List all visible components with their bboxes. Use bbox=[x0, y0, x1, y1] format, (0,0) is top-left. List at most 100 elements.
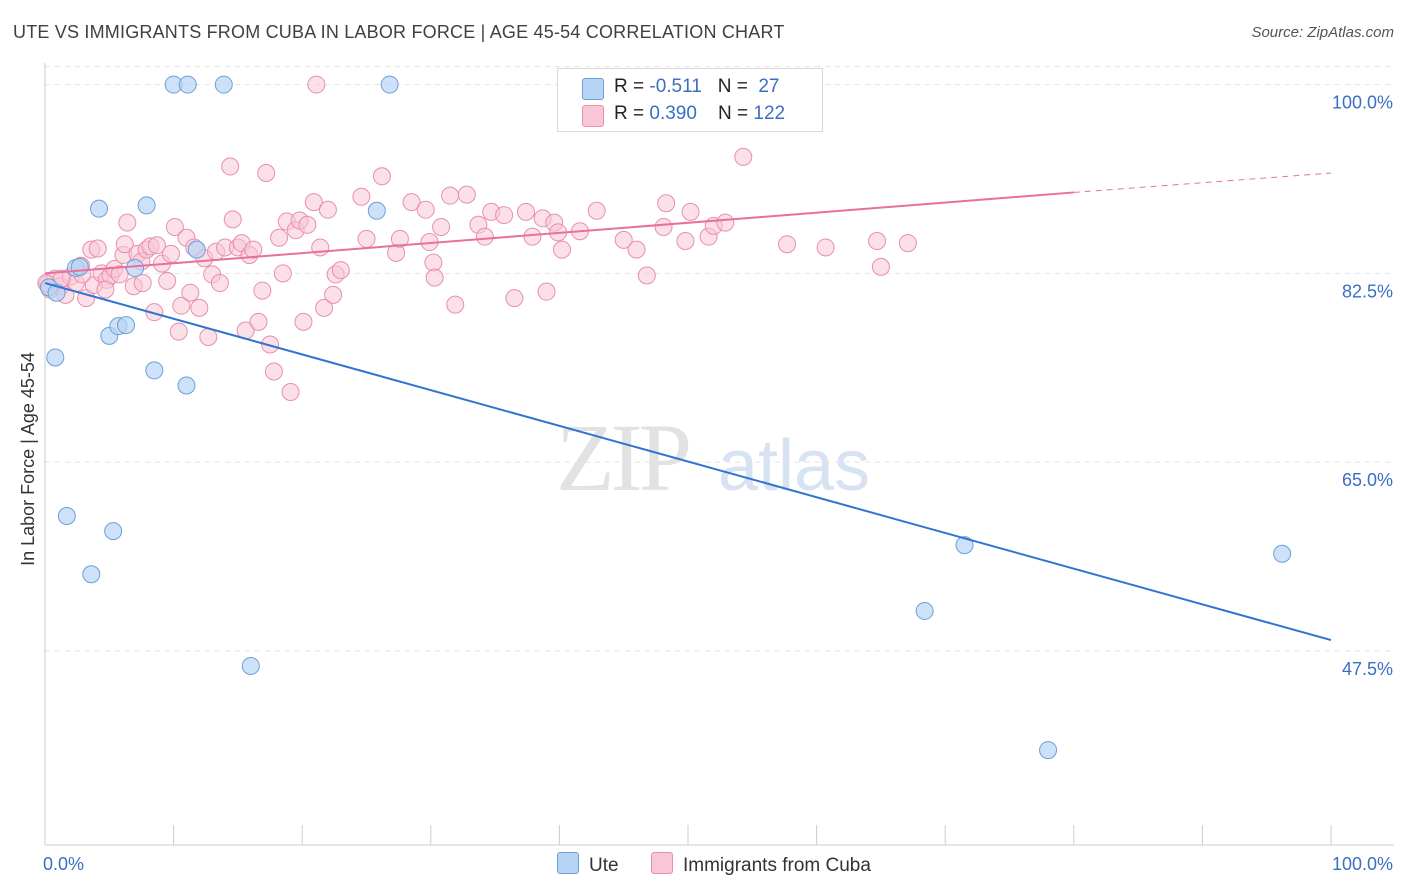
cuba-trend-extension bbox=[1073, 172, 1332, 193]
y-tick-label-3: 100.0% bbox=[1332, 93, 1393, 113]
cuba-point bbox=[716, 213, 735, 232]
watermark-atlas: atlas bbox=[718, 426, 870, 506]
cuba-point bbox=[446, 295, 465, 314]
ute-point bbox=[137, 196, 156, 215]
cuba-point bbox=[281, 382, 300, 401]
cuba-point bbox=[402, 193, 421, 212]
legend-swatch-ute bbox=[582, 78, 604, 100]
y-tick-labels: 47.5% 65.0% 82.5% 100.0% bbox=[1332, 93, 1393, 679]
cuba-point bbox=[110, 265, 129, 284]
cuba-point bbox=[165, 217, 184, 236]
source-note: Source: ZipAtlas.com bbox=[1251, 24, 1394, 41]
series-cuba-points bbox=[37, 75, 917, 401]
cuba-point bbox=[324, 285, 343, 304]
cuba-point bbox=[372, 167, 391, 186]
cuba-point bbox=[432, 217, 451, 236]
cuba-point bbox=[587, 201, 606, 220]
cuba-point bbox=[253, 281, 272, 300]
cuba-point bbox=[676, 231, 695, 250]
ute-trend-line bbox=[44, 282, 1332, 642]
trend-lines bbox=[44, 172, 1332, 642]
cuba-point bbox=[537, 282, 556, 301]
cuba-point bbox=[654, 217, 673, 236]
watermark-zip: ZIP bbox=[556, 404, 689, 511]
cuba-point bbox=[181, 283, 200, 302]
legend-swatch-cuba bbox=[582, 105, 604, 127]
ute-point bbox=[145, 361, 164, 380]
cuba-point bbox=[424, 253, 443, 272]
cuba-point bbox=[298, 215, 317, 234]
cuba-point bbox=[871, 257, 890, 276]
cuba-point bbox=[257, 164, 276, 183]
cuba-point bbox=[868, 231, 887, 250]
cuba-point bbox=[304, 193, 323, 212]
cuba-point bbox=[210, 274, 229, 293]
cuba-point bbox=[315, 298, 334, 317]
y-axis-label: In Labor Force | Age 45-54 bbox=[18, 352, 38, 566]
ute-point bbox=[90, 199, 109, 218]
cuba-point bbox=[637, 266, 656, 285]
cuba-point bbox=[133, 274, 152, 293]
cuba-point bbox=[311, 238, 330, 257]
cuba-point bbox=[352, 187, 371, 206]
ute-point bbox=[178, 75, 197, 94]
correlation-legend: R = -0.511 N = 27 R = 0.390 N = 122 bbox=[557, 68, 823, 132]
watermark: ZIP atlas bbox=[556, 404, 870, 511]
y-tick-label-0: 47.5% bbox=[1342, 659, 1393, 679]
ute-point bbox=[367, 201, 386, 220]
cuba-point bbox=[158, 271, 177, 290]
cuba-point bbox=[457, 185, 476, 204]
ute-point bbox=[1273, 544, 1292, 563]
ute-point bbox=[187, 240, 206, 259]
ute-point bbox=[241, 656, 260, 675]
cuba-point bbox=[172, 296, 191, 315]
cuba-point bbox=[190, 298, 209, 317]
cuba-point bbox=[614, 230, 633, 249]
cuba-point bbox=[425, 268, 444, 287]
cuba-point bbox=[416, 200, 435, 219]
x-tick-labels: 0.0% 100.0% bbox=[43, 854, 1393, 874]
bottom-legend-swatch-ute bbox=[557, 852, 579, 874]
bottom-legend-cuba: Immigrants from Cuba bbox=[651, 852, 871, 877]
ute-point bbox=[1039, 741, 1058, 760]
x-tick-label-0: 0.0% bbox=[43, 854, 84, 874]
cuba-point bbox=[169, 322, 188, 341]
legend-stats-cuba: R = 0.390 N = 122 bbox=[614, 103, 786, 124]
cuba-point bbox=[357, 229, 376, 248]
y-tick-label-1: 65.0% bbox=[1342, 470, 1393, 490]
ute-point bbox=[46, 348, 65, 367]
cuba-point bbox=[898, 234, 917, 253]
cuba-point bbox=[523, 227, 542, 246]
chart-title: UTE VS IMMIGRANTS FROM CUBA IN LABOR FOR… bbox=[13, 22, 785, 42]
ute-point bbox=[82, 565, 101, 584]
ute-point bbox=[117, 316, 136, 335]
cuba-point bbox=[516, 202, 535, 221]
cuba-point bbox=[88, 239, 107, 258]
series-ute-points bbox=[39, 75, 1292, 760]
cuba-point bbox=[390, 229, 409, 248]
ute-point bbox=[104, 522, 123, 541]
cuba-point bbox=[273, 264, 292, 283]
cuba-point bbox=[223, 210, 242, 229]
cuba-point bbox=[734, 147, 753, 166]
x-tick-label-1: 100.0% bbox=[1332, 854, 1393, 874]
cuba-point bbox=[318, 200, 337, 219]
ute-point bbox=[47, 283, 66, 302]
ute-point bbox=[57, 507, 76, 526]
bottom-legend-swatch-cuba bbox=[651, 852, 673, 874]
cuba-point bbox=[475, 227, 494, 246]
legend-stats-ute: R = -0.511 N = 27 bbox=[614, 76, 780, 97]
cuba-trend-line bbox=[44, 191, 1074, 275]
cuba-point bbox=[264, 362, 283, 381]
cuba-point bbox=[307, 75, 326, 94]
cuba-point bbox=[270, 228, 289, 247]
cuba-point bbox=[118, 213, 137, 232]
ute-point bbox=[214, 75, 233, 94]
ute-point bbox=[70, 257, 89, 276]
cuba-point bbox=[816, 238, 835, 257]
cuba-point bbox=[145, 303, 164, 322]
cuba-point bbox=[294, 312, 313, 331]
y-tick-label-2: 82.5% bbox=[1342, 281, 1393, 301]
cuba-point bbox=[249, 312, 268, 331]
